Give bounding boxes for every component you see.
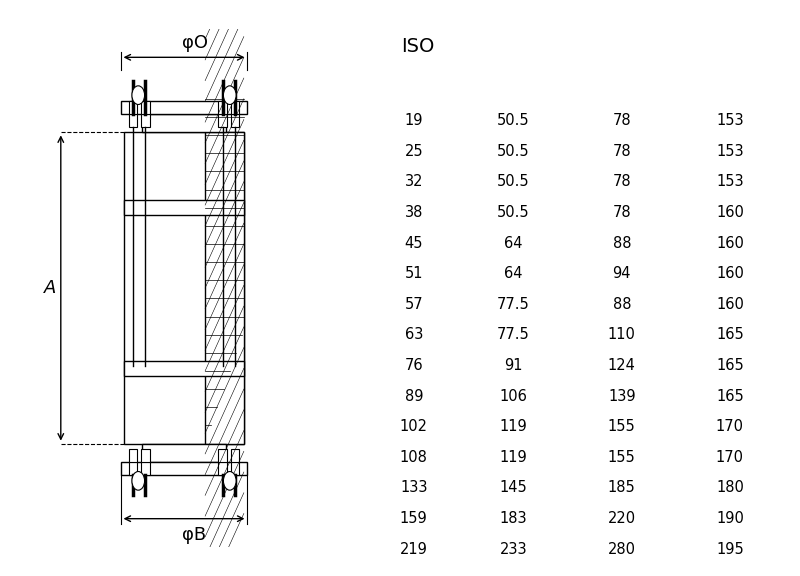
Text: 190: 190 xyxy=(716,511,744,526)
Bar xyxy=(124,361,244,376)
Text: 78: 78 xyxy=(613,205,631,220)
Text: 50.5: 50.5 xyxy=(498,144,530,159)
Text: A: A xyxy=(724,83,736,98)
Text: 139: 139 xyxy=(608,389,635,404)
Text: 219: 219 xyxy=(400,541,428,556)
Bar xyxy=(205,132,244,444)
Text: 64: 64 xyxy=(504,266,523,281)
Text: 110: 110 xyxy=(608,328,636,343)
Bar xyxy=(231,101,239,114)
Text: 155: 155 xyxy=(608,419,636,434)
Circle shape xyxy=(223,472,236,490)
Bar xyxy=(142,114,226,132)
Text: 106: 106 xyxy=(500,389,527,404)
Text: 108: 108 xyxy=(400,450,428,465)
Text: 133: 133 xyxy=(400,480,427,495)
Text: 45: 45 xyxy=(405,236,423,251)
Text: ISO: ISO xyxy=(402,37,434,55)
Text: 25: 25 xyxy=(405,144,423,159)
Text: 77.5: 77.5 xyxy=(498,297,530,312)
Text: 160: 160 xyxy=(716,297,744,312)
Text: 50.5: 50.5 xyxy=(498,205,530,220)
Text: 63: 63 xyxy=(405,328,423,343)
Bar xyxy=(129,462,137,475)
Circle shape xyxy=(132,472,145,490)
Bar xyxy=(141,449,150,462)
Text: 160: 160 xyxy=(716,266,744,281)
Text: 57: 57 xyxy=(405,297,423,312)
Text: 153: 153 xyxy=(716,144,744,159)
Bar xyxy=(218,462,227,475)
Text: 76: 76 xyxy=(405,358,423,373)
Bar xyxy=(129,449,137,462)
Bar xyxy=(121,101,247,114)
Bar xyxy=(129,114,137,127)
Text: 183: 183 xyxy=(500,511,527,526)
Text: 155: 155 xyxy=(608,450,636,465)
Text: 145: 145 xyxy=(500,480,527,495)
Bar xyxy=(142,444,226,462)
Circle shape xyxy=(132,86,145,104)
Text: 64: 64 xyxy=(504,236,523,251)
Text: 165: 165 xyxy=(716,358,744,373)
Text: 160: 160 xyxy=(716,205,744,220)
Text: 88: 88 xyxy=(613,236,631,251)
Text: 220: 220 xyxy=(608,511,636,526)
Text: 78: 78 xyxy=(613,175,631,190)
Text: 195: 195 xyxy=(716,541,744,556)
Text: 233: 233 xyxy=(500,541,527,556)
Text: 102: 102 xyxy=(400,419,428,434)
Text: 94: 94 xyxy=(613,266,631,281)
Text: φB: φB xyxy=(182,526,206,544)
Text: B: B xyxy=(508,83,519,98)
Text: 89: 89 xyxy=(405,389,423,404)
Text: 77.5: 77.5 xyxy=(498,328,530,343)
Text: 165: 165 xyxy=(716,389,744,404)
Text: 180: 180 xyxy=(716,480,744,495)
Text: 170: 170 xyxy=(716,419,744,434)
Text: 78: 78 xyxy=(613,113,631,128)
Bar xyxy=(231,114,239,127)
Text: A: A xyxy=(44,279,57,297)
Bar xyxy=(141,101,150,114)
Text: 124: 124 xyxy=(608,358,636,373)
Bar xyxy=(141,462,150,475)
Text: 88: 88 xyxy=(613,297,631,312)
Text: 51: 51 xyxy=(405,266,423,281)
Text: 159: 159 xyxy=(400,511,428,526)
Text: 38: 38 xyxy=(405,205,423,220)
Text: 153: 153 xyxy=(716,175,744,190)
Text: φO: φO xyxy=(182,34,207,52)
Text: 165: 165 xyxy=(716,328,744,343)
Text: 153: 153 xyxy=(716,113,744,128)
Text: 280: 280 xyxy=(608,541,636,556)
Text: 185: 185 xyxy=(608,480,636,495)
Text: 91: 91 xyxy=(504,358,523,373)
Bar xyxy=(129,101,137,114)
Bar xyxy=(218,101,227,114)
Bar xyxy=(231,462,239,475)
Text: 19: 19 xyxy=(405,113,423,128)
Text: 50.5: 50.5 xyxy=(498,175,530,190)
Bar xyxy=(231,449,239,462)
Circle shape xyxy=(223,86,236,104)
Text: 170: 170 xyxy=(716,450,744,465)
Text: 119: 119 xyxy=(500,419,527,434)
Bar xyxy=(141,114,150,127)
Text: 78: 78 xyxy=(613,144,631,159)
Text: 50.5: 50.5 xyxy=(498,113,530,128)
Text: 32: 32 xyxy=(405,175,423,190)
Bar xyxy=(121,462,247,475)
Text: 119: 119 xyxy=(500,450,527,465)
Bar xyxy=(124,132,244,444)
Bar xyxy=(218,449,227,462)
Bar xyxy=(124,200,244,215)
Text: 规格: 规格 xyxy=(405,83,423,98)
Text: 160: 160 xyxy=(716,236,744,251)
Text: O: O xyxy=(615,83,628,98)
Bar xyxy=(218,114,227,127)
